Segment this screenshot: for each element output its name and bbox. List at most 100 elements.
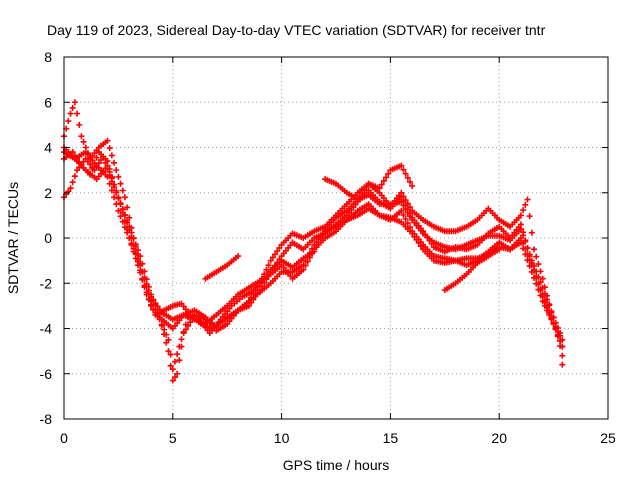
series-track-8 bbox=[441, 246, 503, 294]
data-point-marker bbox=[533, 268, 540, 275]
data-point-marker bbox=[557, 337, 564, 344]
data-point-marker bbox=[522, 201, 529, 208]
data-point-marker bbox=[106, 180, 113, 187]
data-point-marker bbox=[315, 239, 322, 246]
data-point-marker bbox=[361, 187, 368, 194]
data-point-marker bbox=[276, 244, 283, 251]
data-point-marker bbox=[317, 235, 324, 241]
data-point-marker bbox=[531, 246, 538, 253]
data-point-marker bbox=[359, 190, 366, 197]
data-point-marker bbox=[546, 311, 553, 318]
data-point-marker bbox=[400, 166, 407, 173]
data-point-marker bbox=[139, 268, 146, 275]
data-point-marker bbox=[539, 284, 546, 291]
data-point-marker bbox=[550, 314, 557, 321]
x-tick-label: 15 bbox=[383, 430, 399, 446]
data-point-marker bbox=[158, 321, 165, 328]
data-point-marker bbox=[132, 241, 139, 248]
series-track-1 bbox=[61, 99, 566, 384]
data-point-marker bbox=[522, 238, 529, 245]
data-point-marker bbox=[269, 254, 276, 261]
data-point-marker bbox=[178, 336, 185, 343]
data-point-marker bbox=[71, 173, 78, 180]
data-point-marker bbox=[398, 198, 405, 205]
data-point-marker bbox=[143, 281, 150, 288]
data-point-marker bbox=[174, 351, 181, 358]
data-point-marker bbox=[541, 290, 548, 297]
data-point-marker bbox=[383, 174, 390, 181]
data-point-marker bbox=[111, 159, 118, 166]
y-tick-label: -8 bbox=[40, 411, 53, 427]
data-point-marker bbox=[354, 196, 361, 203]
data-point-marker bbox=[404, 220, 411, 227]
data-point-marker bbox=[559, 361, 566, 368]
y-tick-label: -2 bbox=[40, 275, 53, 291]
data-point-marker bbox=[137, 262, 144, 269]
data-point-marker bbox=[517, 212, 524, 219]
y-tick-label: 0 bbox=[44, 230, 52, 246]
data-point-marker bbox=[156, 306, 163, 313]
data-point-marker bbox=[378, 181, 385, 188]
data-point-marker bbox=[554, 333, 561, 340]
data-point-marker bbox=[524, 244, 531, 251]
data-point-marker bbox=[404, 209, 411, 216]
data-point-marker bbox=[180, 328, 187, 335]
data-point-marker bbox=[398, 162, 405, 169]
data-point-marker bbox=[528, 229, 535, 236]
data-point-marker bbox=[411, 233, 418, 240]
data-point-marker bbox=[400, 211, 407, 218]
data-point-marker bbox=[517, 225, 524, 232]
data-point-marker bbox=[537, 292, 544, 299]
data-point-marker bbox=[169, 366, 176, 373]
data-point-marker bbox=[111, 181, 118, 188]
data-point-marker bbox=[148, 293, 155, 300]
data-point-marker bbox=[311, 248, 318, 255]
data-point-marker bbox=[65, 118, 72, 125]
data-point-marker bbox=[165, 348, 172, 355]
data-point-marker bbox=[152, 300, 159, 307]
data-point-marker bbox=[524, 196, 531, 203]
x-tick-label: 0 bbox=[60, 430, 68, 446]
data-point-marker bbox=[300, 262, 307, 269]
data-point-marker bbox=[415, 239, 422, 246]
data-point-marker bbox=[552, 323, 559, 330]
data-point-marker bbox=[176, 343, 183, 350]
data-point-marker bbox=[171, 374, 178, 381]
data-point-marker bbox=[67, 110, 74, 117]
data-point-marker bbox=[80, 138, 87, 145]
x-tick-label: 20 bbox=[491, 430, 507, 446]
chart-title: Day 119 of 2023, Sidereal Day-to-day VTE… bbox=[47, 22, 546, 38]
data-point-marker bbox=[89, 165, 96, 172]
data-point-marker bbox=[108, 175, 115, 182]
data-point-marker bbox=[145, 287, 152, 294]
data-point-marker bbox=[265, 262, 272, 269]
data-point-marker bbox=[104, 173, 111, 180]
x-axis-label: GPS time / hours bbox=[283, 457, 390, 473]
data-point-marker bbox=[74, 110, 81, 117]
data-point-marker bbox=[402, 206, 409, 213]
data-point-marker bbox=[76, 121, 83, 128]
data-point-marker bbox=[274, 248, 281, 255]
data-point-marker bbox=[409, 182, 416, 189]
data-point-marker bbox=[559, 352, 566, 359]
data-point-marker bbox=[148, 302, 155, 309]
data-point-marker bbox=[548, 308, 555, 315]
data-point-marker bbox=[398, 207, 405, 214]
data-point-marker bbox=[117, 180, 124, 187]
data-point-marker bbox=[413, 236, 420, 243]
data-point-marker bbox=[176, 357, 183, 364]
y-tick-label: -4 bbox=[40, 321, 53, 337]
y-tick-label: 8 bbox=[44, 49, 52, 65]
data-point-marker bbox=[544, 296, 551, 303]
data-point-marker bbox=[406, 213, 413, 220]
data-point-marker bbox=[539, 298, 546, 305]
data-point-marker bbox=[409, 230, 416, 237]
data-point-marker bbox=[126, 214, 133, 221]
data-point-marker bbox=[161, 326, 168, 333]
data-point-marker bbox=[496, 246, 503, 253]
data-point-marker bbox=[115, 173, 122, 180]
data-point-marker bbox=[106, 168, 113, 175]
data-markers bbox=[61, 99, 566, 384]
data-point-marker bbox=[174, 370, 181, 377]
